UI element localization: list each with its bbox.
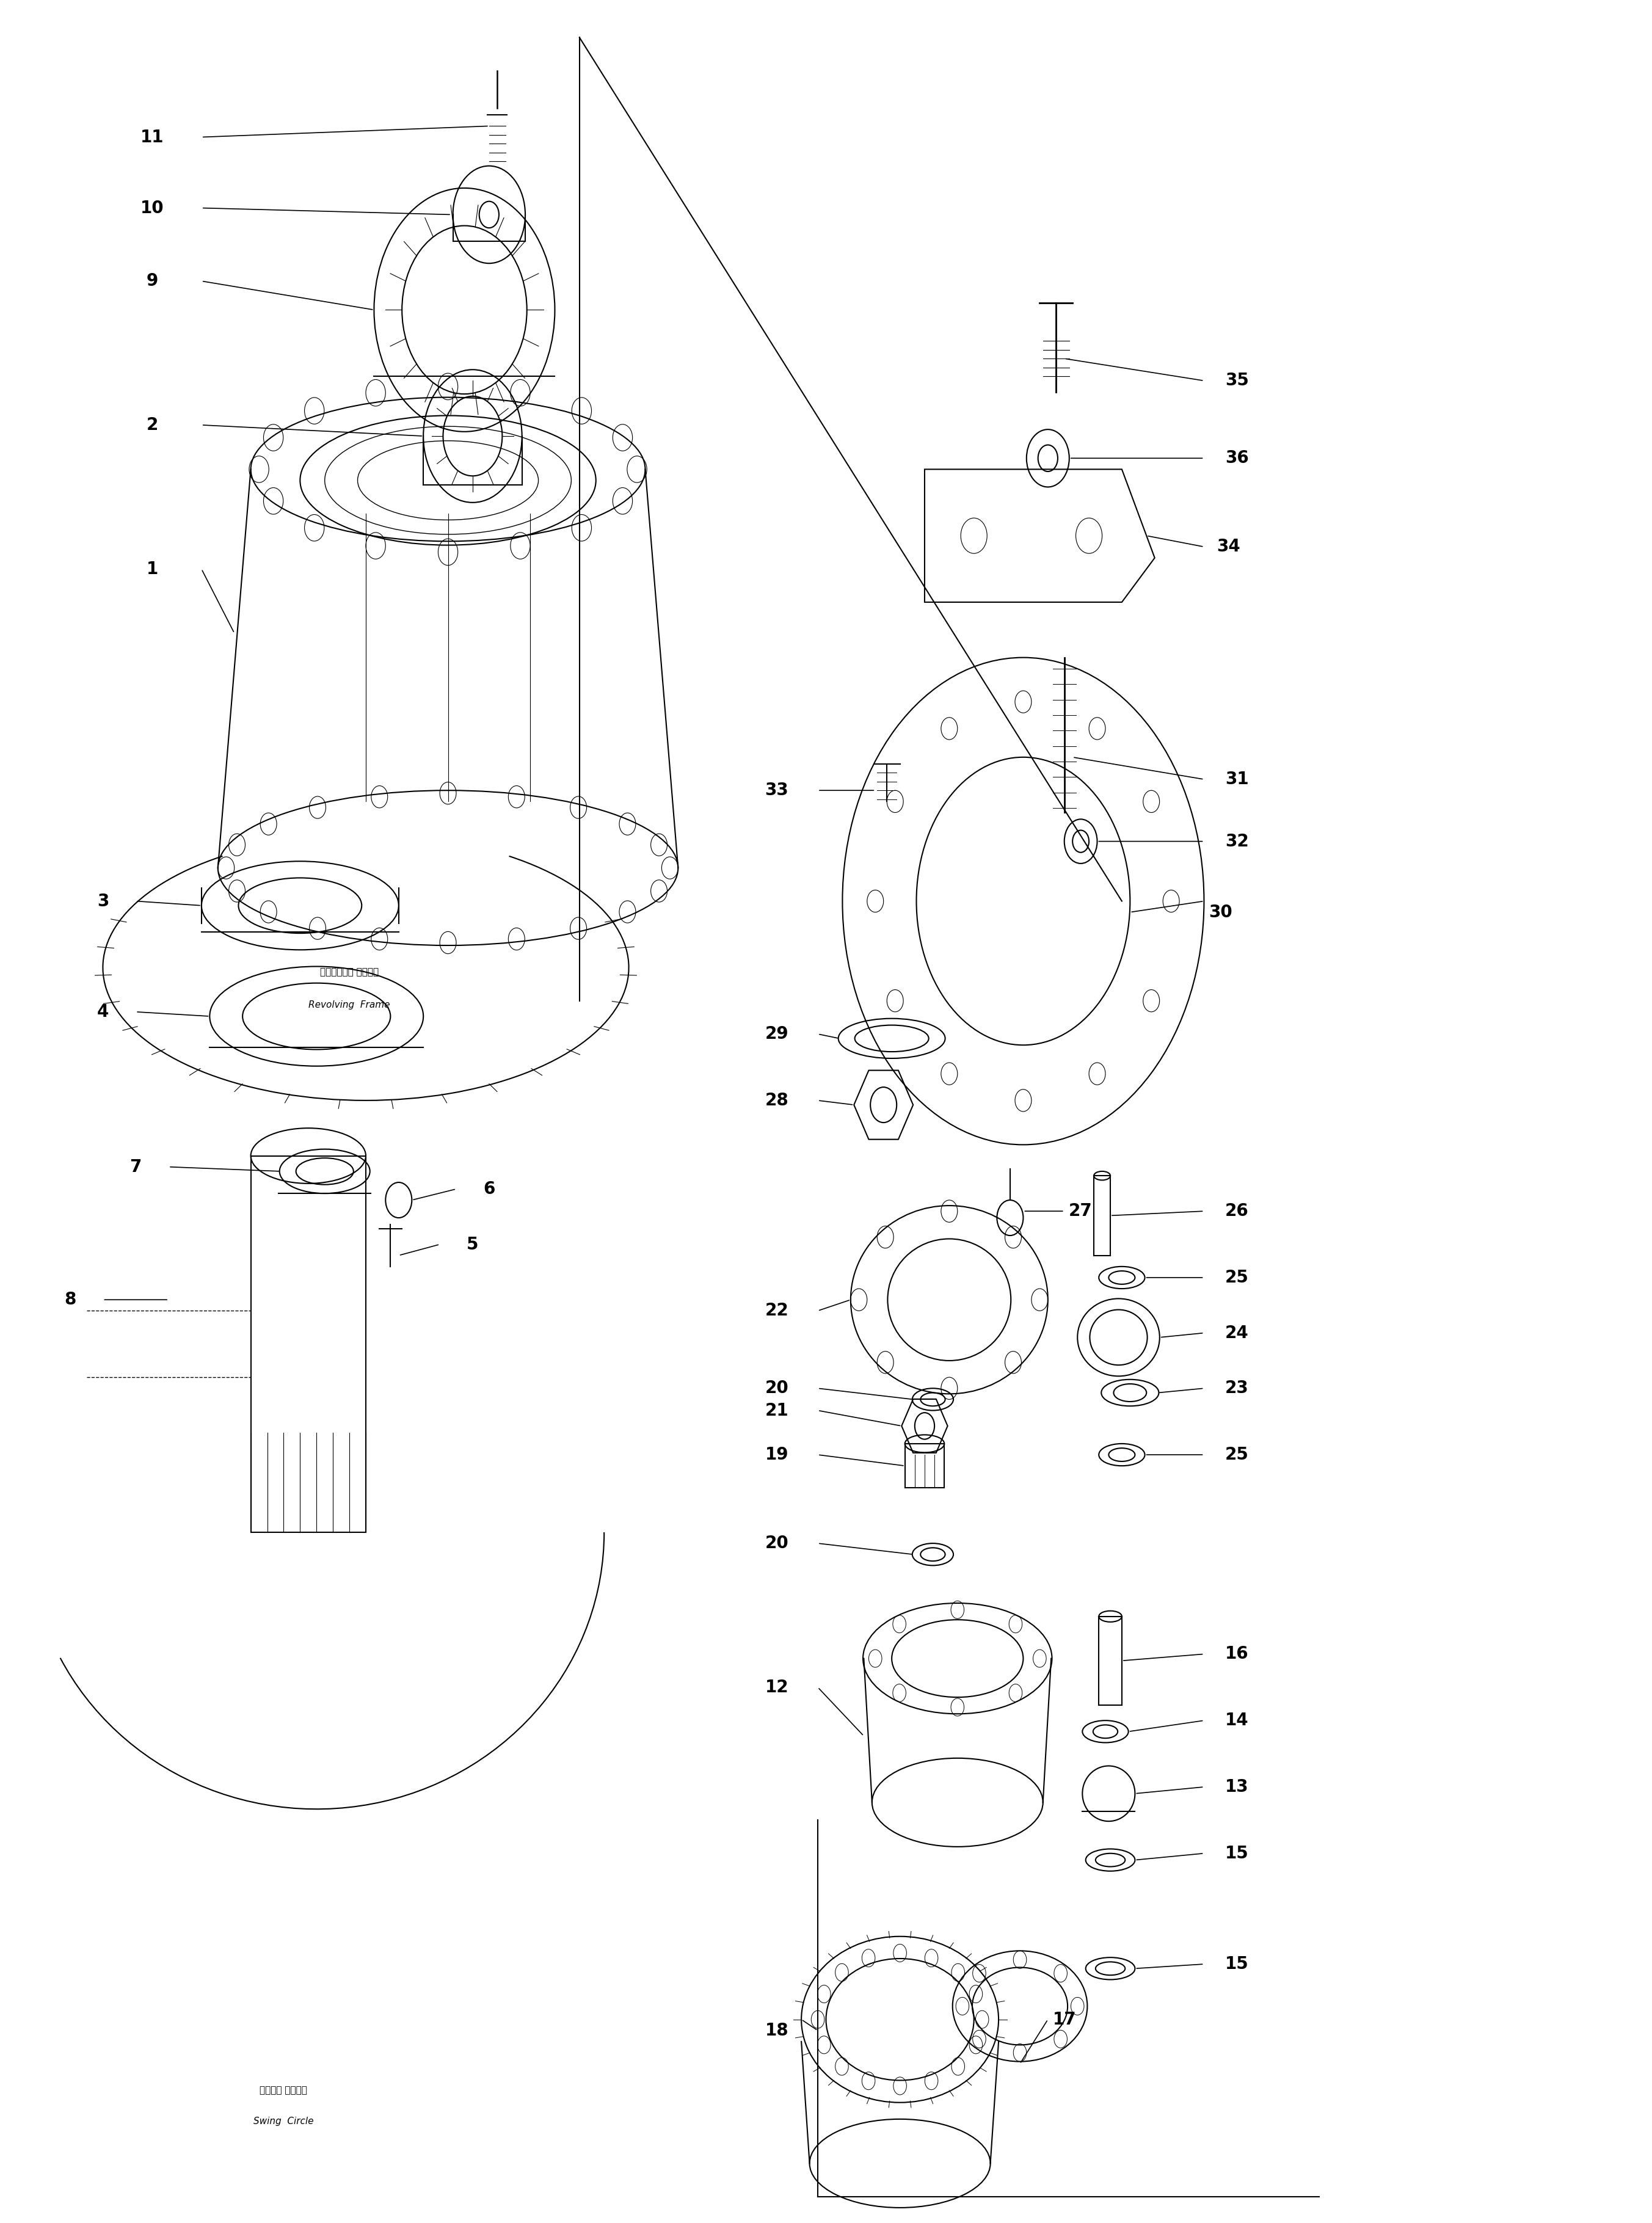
Text: 26: 26 xyxy=(1226,1203,1249,1220)
Text: 28: 28 xyxy=(765,1091,788,1109)
Text: 15: 15 xyxy=(1226,1845,1249,1863)
Text: 34: 34 xyxy=(1218,538,1241,556)
Text: 7: 7 xyxy=(131,1158,142,1176)
Text: 30: 30 xyxy=(1209,903,1232,920)
Text: 18: 18 xyxy=(765,2023,788,2038)
Text: 8: 8 xyxy=(64,1292,76,1309)
Text: 35: 35 xyxy=(1226,371,1249,389)
Text: 33: 33 xyxy=(765,782,788,798)
Text: 5: 5 xyxy=(466,1236,479,1254)
Text: 10: 10 xyxy=(140,200,164,216)
Text: 14: 14 xyxy=(1226,1712,1249,1729)
Text: スイング サークル: スイング サークル xyxy=(259,2085,307,2094)
Text: レボルビング フレーム: レボルビング フレーム xyxy=(320,967,378,976)
Text: Swing  Circle: Swing Circle xyxy=(253,2116,314,2125)
Bar xyxy=(251,1156,365,1532)
Text: 16: 16 xyxy=(1226,1645,1249,1663)
Text: 36: 36 xyxy=(1226,449,1249,467)
Text: 4: 4 xyxy=(97,1003,109,1020)
Text: 6: 6 xyxy=(482,1180,496,1198)
Text: 20: 20 xyxy=(765,1534,788,1552)
Text: 19: 19 xyxy=(765,1447,788,1463)
Text: Revolving  Frame: Revolving Frame xyxy=(309,1000,390,1009)
Text: 31: 31 xyxy=(1226,771,1249,787)
Text: 22: 22 xyxy=(765,1303,788,1320)
Text: 20: 20 xyxy=(765,1380,788,1396)
Text: 24: 24 xyxy=(1226,1325,1249,1340)
Text: 13: 13 xyxy=(1226,1778,1249,1796)
Text: 9: 9 xyxy=(147,273,159,289)
Text: 2: 2 xyxy=(147,416,159,433)
Text: 21: 21 xyxy=(765,1403,788,1418)
Text: 27: 27 xyxy=(1069,1203,1092,1220)
Text: 15: 15 xyxy=(1226,1956,1249,1972)
Text: 25: 25 xyxy=(1226,1269,1249,1287)
Text: 3: 3 xyxy=(97,894,109,909)
Text: 1: 1 xyxy=(147,560,159,578)
Text: 17: 17 xyxy=(1052,2012,1075,2027)
Text: 12: 12 xyxy=(765,1678,788,1696)
Text: 25: 25 xyxy=(1226,1447,1249,1463)
Text: 23: 23 xyxy=(1226,1380,1249,1396)
Text: 29: 29 xyxy=(765,1025,788,1043)
Text: 32: 32 xyxy=(1226,834,1249,849)
Text: 11: 11 xyxy=(140,129,164,147)
